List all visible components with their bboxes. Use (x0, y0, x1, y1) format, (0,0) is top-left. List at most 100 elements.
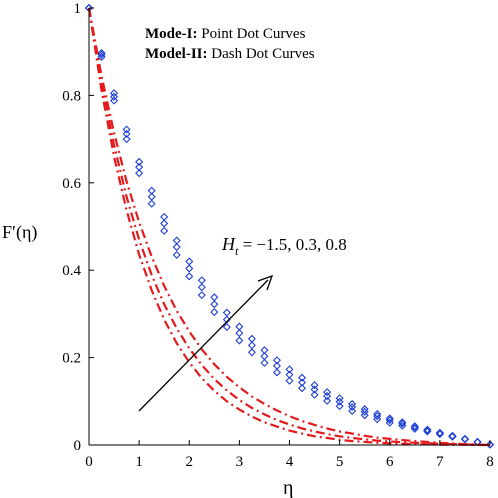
series-point (323, 388, 332, 397)
series-point (460, 434, 469, 443)
series-point (485, 440, 495, 449)
series-point (247, 341, 256, 350)
arrow-shaft (138, 279, 269, 412)
series-point (210, 308, 219, 317)
series-point (348, 399, 357, 408)
series-point (260, 358, 269, 367)
series-point (222, 308, 231, 317)
series-point (172, 250, 181, 259)
series-point (272, 356, 281, 365)
series-point (160, 219, 169, 228)
series-point (423, 427, 432, 436)
series-point (147, 192, 156, 201)
series-point (97, 50, 106, 59)
axes (88, 8, 490, 446)
y-tick-label: 0.8 (62, 88, 81, 104)
series-point (97, 48, 106, 58)
series-point (398, 418, 407, 427)
series-point (122, 135, 131, 144)
y-tick-label: 0.6 (62, 176, 81, 192)
legend-2-text: Dash Dot Curves (208, 46, 315, 62)
series-point (185, 264, 194, 273)
trend-arrow (138, 274, 274, 412)
series-point (448, 431, 457, 440)
y-axis-label: F′(η) (2, 222, 37, 243)
series-point (373, 412, 382, 421)
series-line (87, 7, 491, 447)
series-point (410, 422, 419, 431)
series-point (84, 3, 94, 13)
series-point (385, 414, 394, 423)
y-tick-label: 0 (74, 438, 82, 454)
series-point (260, 346, 269, 355)
series-point (160, 212, 169, 221)
legend-line-2: Model-II: Dash Dot Curves (145, 46, 315, 62)
series-point (310, 390, 319, 399)
series-point (235, 322, 244, 331)
series-line (87, 7, 491, 447)
series-point (310, 385, 319, 394)
series-point (410, 423, 419, 432)
series-point (147, 199, 156, 208)
series-point (135, 163, 144, 172)
x-tick-label: 2 (186, 454, 194, 470)
series-point (335, 394, 344, 403)
series-point (197, 276, 206, 285)
series-point (185, 257, 194, 266)
legend-2-bold: Model-II: (145, 46, 208, 62)
arrow-head-icon (257, 274, 274, 291)
legend-line-1: Mode-I: Point Dot Curves (145, 26, 306, 42)
y-tick-label: 1 (74, 1, 82, 17)
x-tick-label: 5 (336, 454, 344, 470)
series-point (272, 368, 281, 377)
annotation-subscript: t (235, 244, 239, 258)
series-point (272, 361, 281, 370)
series-point (323, 396, 332, 405)
legend-1-bold: Mode-I: (145, 26, 198, 42)
annotation-values: = −1.5, 0.3, 0.8 (238, 235, 346, 254)
y-tick-label: 0.4 (62, 263, 81, 279)
series-point (110, 89, 119, 98)
series-point (210, 293, 219, 302)
legend-1-text: Point Dot Curves (198, 26, 306, 42)
series-point (147, 186, 156, 195)
series-point (247, 348, 256, 357)
series-point (122, 129, 131, 138)
series-point (160, 226, 169, 235)
series-point (235, 329, 244, 338)
y-tick-label: 0.2 (62, 351, 81, 367)
x-tick-label: 7 (436, 454, 444, 470)
x-tick-label: 6 (386, 454, 394, 470)
series-point (285, 370, 294, 379)
series-point (197, 283, 206, 292)
series-point (135, 157, 144, 166)
series-point (385, 416, 394, 425)
series-point (398, 419, 407, 428)
series-point (298, 384, 307, 393)
series-point (210, 300, 219, 309)
series-layer (84, 3, 495, 449)
series-point (185, 272, 194, 281)
tick-layer: 0 1 2 3 4 5 6 7 8 0 0.2 0.4 0.6 0.8 1 (62, 1, 494, 470)
series-point (247, 334, 256, 343)
series-point (285, 376, 294, 385)
series-point (360, 405, 369, 414)
series-point (435, 430, 444, 439)
series-point (373, 409, 382, 419)
series-point (285, 365, 294, 374)
annotation-prefix: H (221, 234, 236, 254)
x-tick-label: 3 (236, 454, 244, 470)
x-axis-label: η (283, 477, 293, 498)
series-point (423, 425, 432, 434)
series-point (298, 373, 307, 382)
series-point (222, 322, 231, 332)
series-point (197, 291, 206, 300)
series-point (298, 378, 307, 387)
series-point (172, 236, 181, 245)
series-point (310, 381, 319, 390)
series-point (335, 402, 344, 411)
x-tick-label: 0 (85, 454, 93, 470)
series-point (122, 125, 131, 134)
annotation-text: Ht = −1.5, 0.3, 0.8 (221, 234, 347, 258)
